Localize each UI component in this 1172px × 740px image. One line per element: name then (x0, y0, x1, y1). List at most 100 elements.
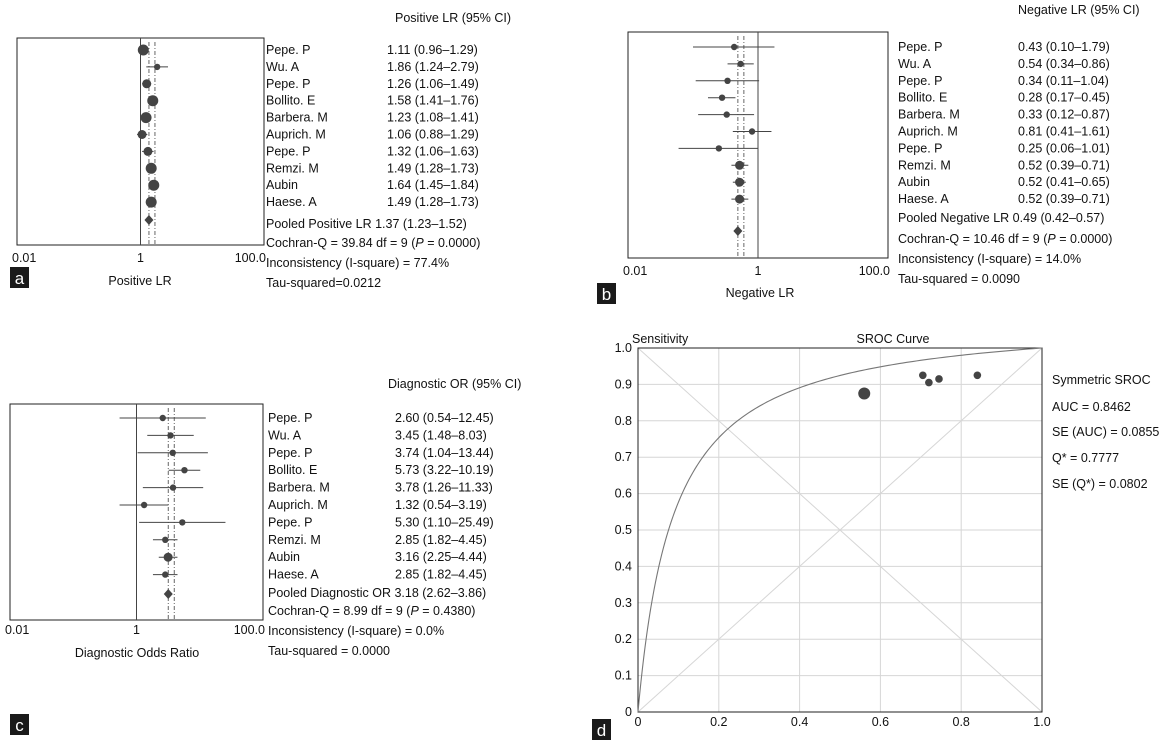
study-point (973, 371, 982, 380)
study-value: 1.11 (0.96–1.29) (387, 43, 478, 57)
study-value: 1.32 (0.54–3.19) (395, 498, 487, 512)
study-value: 2.60 (0.54–12.45) (395, 411, 494, 425)
y-tick-label: 0.2 (615, 632, 632, 646)
anti-diagonal-line (637, 347, 1043, 713)
study-name: Pepe. P (266, 144, 310, 158)
chart-title: SROC Curve (857, 332, 930, 346)
summary-stat: Inconsistency (I-square) = 14.0% (898, 252, 1081, 266)
study-point (162, 571, 169, 578)
study-name: Bollito. E (268, 463, 317, 477)
study-point (147, 95, 159, 107)
study-point (163, 552, 173, 562)
study-point (735, 160, 745, 170)
study-point (140, 501, 148, 509)
column-header: Positive LR (95% CI) (395, 11, 511, 25)
study-point (137, 130, 147, 139)
study-name: Pepe. P (898, 141, 942, 155)
summary-stat: Q* = 0.7777 (1052, 451, 1119, 465)
x-tick-label: 1 (137, 251, 144, 265)
study-name: Pepe. P (898, 74, 942, 88)
x-tick-label: 0 (635, 715, 642, 729)
study-point (137, 44, 149, 56)
study-name: Remzi. M (266, 161, 319, 175)
study-value: 0.52 (0.39–0.71) (1018, 158, 1110, 172)
study-name: Bollito. E (898, 91, 947, 105)
x-tick-label: 1 (133, 623, 140, 637)
summary-stat: Cochran-Q = 8.99 df = 9 (P = 0.4380) (268, 604, 475, 618)
study-point (169, 484, 177, 491)
study-name: Remzi. M (268, 533, 321, 547)
study-name: Pepe. P (268, 515, 312, 529)
study-point (718, 94, 726, 101)
study-name: Pepe. P (266, 43, 310, 57)
study-name: Wu. A (898, 57, 932, 71)
study-value: 1.32 (1.06–1.63) (387, 144, 479, 158)
x-tick-label: 100.0 (234, 623, 265, 637)
x-tick-label: 0.01 (623, 264, 647, 278)
study-value: 0.34 (0.11–1.04) (1018, 74, 1109, 88)
study-value: 5.73 (3.22–10.19) (395, 463, 494, 477)
panel-a-positive-lr: Pepe. P 1.11 (0.96–1.29) Wu. A 1.86 (1.24–2… (10, 11, 511, 290)
y-tick-label: 1.0 (615, 341, 632, 355)
study-point (724, 77, 731, 85)
study-value: 3.16 (2.25–4.44) (395, 550, 487, 564)
summary-stat: Cochran-Q = 39.84 df = 9 (P = 0.0000) (266, 236, 480, 250)
y-axis-label: Sensitivity (632, 332, 689, 346)
study-name: Wu. A (266, 60, 300, 74)
summary-stat: Pooled Positive LR 1.37 (1.23–1.52) (266, 217, 467, 231)
summary-stat: SE (Q*) = 0.0802 (1052, 477, 1148, 491)
x-tick-label: 100.0 (235, 251, 266, 265)
study-value: 0.43 (0.10–1.79) (1018, 40, 1110, 54)
x-tick-label: 0.4 (791, 715, 808, 729)
study-name: Barbera. M (898, 108, 960, 122)
study-name: Aubin (266, 178, 298, 192)
study-value: 3.74 (1.04–13.44) (395, 446, 494, 460)
study-point (748, 128, 756, 135)
study-point (723, 111, 730, 118)
study-name: Aubin (898, 175, 930, 189)
study-name: Auprich. M (266, 128, 326, 142)
study-name: Wu. A (268, 428, 302, 442)
x-axis-label: Positive LR (108, 274, 171, 288)
y-tick-label: 0.1 (615, 669, 632, 683)
panel-d-sroc-curve: 0 0.2 0.4 0.6 0.8 1.0 0 0.1 0.2 0.3 0.4 0.5 0.6 0.7 0.… (592, 332, 1159, 740)
study-name: Aubin (268, 550, 300, 564)
panel-label-box (10, 714, 29, 735)
panel-b-negative-lr: Pepe. P 0.43 (0.10–1.79) Wu. A 0.54 (0.34–0… (597, 3, 1140, 304)
pooled-diamond (144, 215, 154, 225)
sroc-curve (637, 347, 1043, 713)
study-value: 0.33 (0.12–0.87) (1018, 108, 1110, 122)
study-value: 1.64 (1.45–1.84) (387, 178, 479, 192)
summary-stat: Inconsistency (I-square) = 0.0% (268, 624, 444, 638)
panel-label-box (597, 283, 616, 304)
study-name: Pepe. P (268, 446, 312, 460)
x-axis-label: Diagnostic Odds Ratio (75, 646, 199, 660)
study-value: 1.23 (1.08–1.41) (387, 111, 479, 125)
pooled-diamond (733, 226, 743, 236)
study-name: Remzi. M (898, 158, 951, 172)
panel-label: a (15, 269, 25, 288)
study-point (162, 536, 169, 543)
study-point (167, 432, 174, 439)
x-tick-label: 0.6 (872, 715, 889, 729)
study-name: Bollito. E (266, 94, 315, 108)
study-value: 2.85 (1.82–4.45) (395, 568, 487, 582)
summary-stat: SE (AUC) = 0.0855 (1052, 425, 1159, 439)
study-point (179, 519, 186, 526)
study-point (140, 112, 152, 124)
study-name: Auprich. M (268, 498, 328, 512)
panel-label: c (15, 716, 24, 735)
x-tick-label: 0.01 (12, 251, 36, 265)
y-tick-label: 0.4 (615, 559, 632, 573)
study-value: 0.81 (0.41–1.61) (1018, 125, 1110, 139)
x-tick-label: 100.0 (859, 264, 890, 278)
summary-stat: Cochran-Q = 10.46 df = 9 (P = 0.0000) (898, 232, 1112, 246)
study-value: 0.54 (0.34–0.86) (1018, 57, 1110, 71)
study-name: Haese. A (268, 568, 319, 582)
study-value: 3.78 (1.26–11.33) (395, 481, 493, 495)
y-tick-label: 0.5 (615, 523, 632, 537)
summary-stat: Pooled Diagnostic OR 3.18 (2.62–3.86) (268, 586, 486, 600)
summary-stat: Tau-squared = 0.0090 (898, 272, 1020, 286)
study-value: 1.86 (1.24–2.79) (387, 60, 479, 74)
